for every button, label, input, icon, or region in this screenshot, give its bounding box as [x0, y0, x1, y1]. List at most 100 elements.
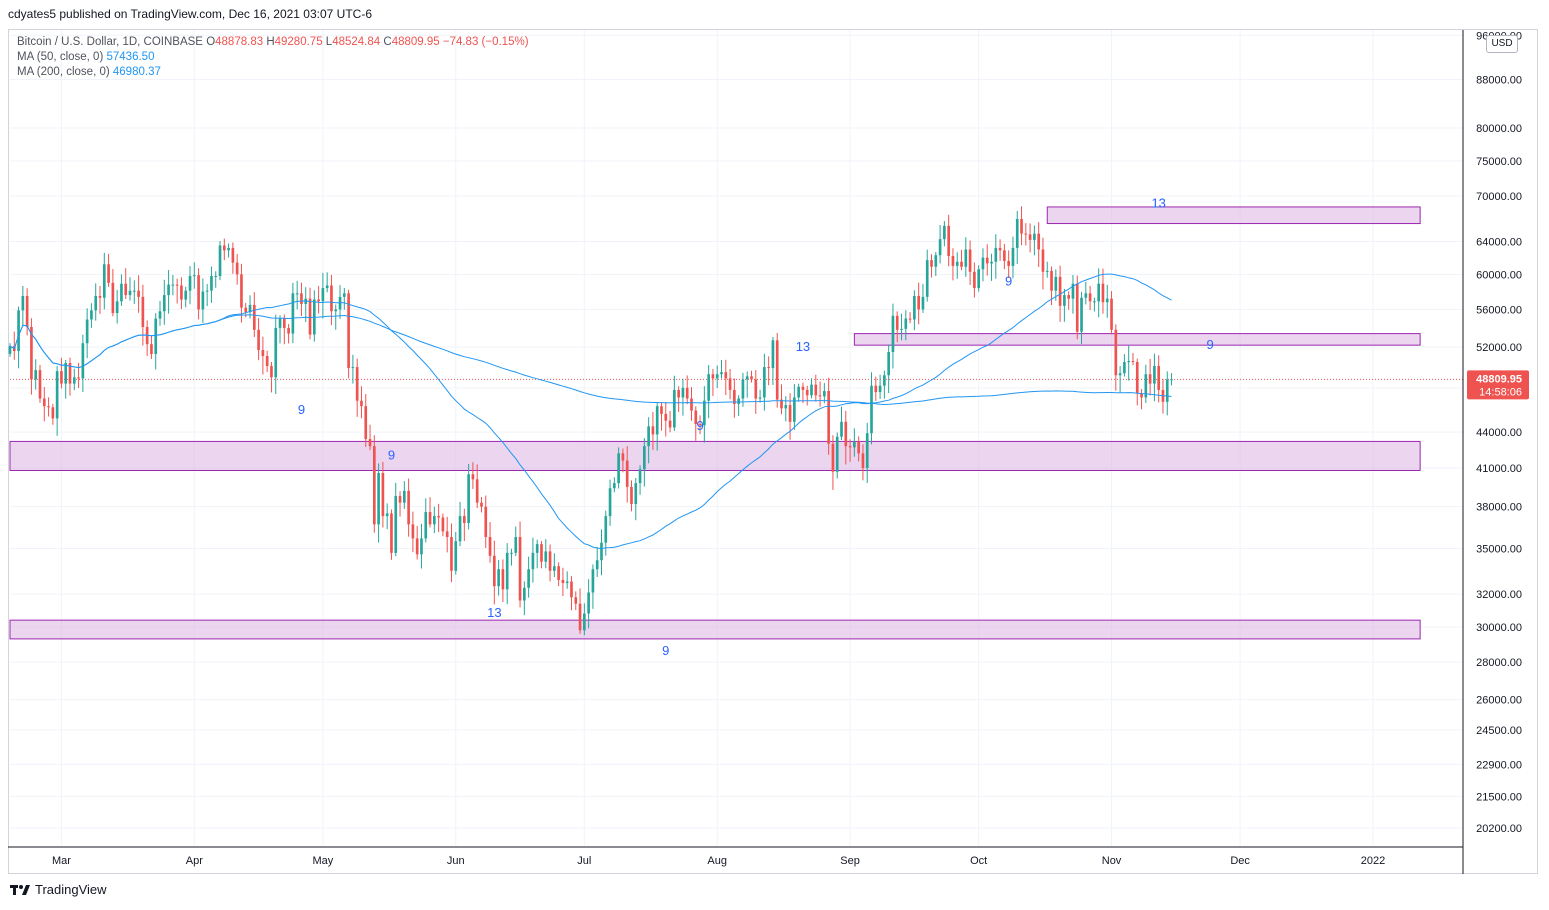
candle-body — [681, 387, 685, 398]
candle-body — [325, 285, 329, 289]
candle-body — [235, 262, 239, 275]
price-zone — [853, 333, 1421, 346]
publish-header: cdyates5 published on TradingView.com, D… — [0, 0, 1549, 30]
candle-body — [98, 295, 102, 298]
candle-body — [578, 603, 582, 631]
y-tick-label: 20200.00 — [1476, 823, 1522, 835]
candle-body — [445, 531, 449, 537]
chart-frame[interactable] — [8, 29, 1538, 874]
price-zone — [1046, 206, 1421, 225]
countdown-value: 14:58:06 — [1479, 386, 1522, 398]
candle-body — [570, 581, 573, 598]
candle-body — [248, 304, 252, 313]
candle-body — [1088, 293, 1092, 302]
candle-body — [1058, 276, 1062, 306]
candle-body — [548, 551, 552, 571]
candle-body — [1131, 360, 1135, 363]
candle-body — [758, 397, 762, 399]
x-tick-label: Sep — [840, 855, 860, 867]
candle-body — [698, 424, 702, 426]
candle-body — [793, 397, 796, 422]
candle-body — [102, 264, 106, 298]
ma200-label[interactable]: MA (200, close, 0) — [17, 66, 110, 78]
candle-body — [960, 261, 963, 267]
candle-body — [1003, 250, 1006, 261]
candle-body — [994, 247, 998, 262]
ma50-label[interactable]: MA (50, close, 0) — [17, 51, 104, 63]
candle-body — [372, 446, 376, 525]
candle-body — [282, 318, 286, 328]
legend-ma50: MA (50, close, 0) 57436.50 — [17, 50, 529, 65]
ma50-value: 57436.50 — [106, 51, 155, 63]
candle-body — [1110, 298, 1113, 330]
sequential-count-label: 13 — [796, 339, 810, 354]
legend-ma200: MA (200, close, 0) 46980.37 — [17, 65, 529, 80]
sequential-count-label: 13 — [487, 605, 501, 620]
candle-body — [1007, 260, 1010, 266]
candle-body — [501, 569, 505, 590]
candle-body — [1140, 393, 1143, 398]
candle-body — [450, 536, 453, 571]
candle-body — [943, 225, 946, 240]
candle-body — [643, 446, 646, 470]
x-tick-label: Apr — [186, 855, 203, 867]
candle-body — [767, 367, 770, 369]
candle-body — [668, 420, 672, 428]
candle-body — [883, 375, 886, 386]
candle-body — [72, 377, 76, 384]
candle-body — [407, 490, 410, 525]
candle-body — [420, 538, 423, 555]
last-price-tag — [1467, 370, 1529, 400]
candle-body — [85, 319, 89, 344]
candle-body — [471, 474, 475, 480]
candle-body — [595, 560, 599, 570]
symbol-title[interactable]: Bitcoin / U.S. Dollar, 1D, COINBASE — [17, 36, 203, 48]
candle-body — [505, 552, 509, 590]
o-label: O — [206, 36, 216, 48]
candle-body — [630, 486, 633, 504]
candle-body — [154, 318, 158, 355]
footer-brand[interactable]: TradingView — [10, 882, 107, 897]
x-tick-label: 2022 — [1361, 855, 1385, 867]
candle-body — [167, 284, 170, 296]
candle-body — [351, 367, 355, 369]
candle-body — [574, 597, 578, 604]
candle-body — [30, 326, 33, 380]
candle-body — [604, 516, 608, 543]
candle-body — [291, 293, 295, 334]
candle-body — [475, 479, 479, 503]
candle-body — [921, 296, 925, 310]
candle-body — [252, 304, 256, 330]
y-tick-label: 80000.00 — [1476, 123, 1522, 135]
candle-body — [330, 285, 333, 312]
candle-body — [77, 377, 80, 379]
candle-body — [861, 453, 865, 469]
y-tick-label: 75000.00 — [1476, 156, 1522, 168]
currency-button[interactable]: USD — [1486, 35, 1518, 53]
ma200-value: 46980.37 — [112, 66, 161, 78]
candle-body — [317, 299, 320, 302]
candle-body — [835, 436, 839, 472]
candle-body — [1123, 362, 1126, 374]
candle-body — [192, 275, 196, 277]
candle-body — [8, 346, 12, 354]
candle-body — [270, 366, 273, 378]
candle-body — [175, 284, 179, 286]
candle-body — [981, 257, 985, 270]
candle-body — [561, 579, 565, 584]
candle-body — [878, 385, 882, 393]
candle-body — [1011, 247, 1015, 266]
candle-body — [1093, 301, 1096, 303]
candle-body — [1101, 283, 1105, 303]
brand-name: TradingView — [35, 882, 107, 897]
y-tick-label: 24500.00 — [1476, 725, 1522, 737]
candle-body — [47, 406, 50, 408]
candle-body — [257, 329, 260, 351]
y-tick-label: 88000.00 — [1476, 75, 1522, 87]
candle-body — [364, 406, 368, 440]
candle-body — [342, 293, 346, 297]
candle-body — [1114, 329, 1118, 376]
candle-body — [1067, 295, 1071, 299]
candle-body — [685, 387, 689, 399]
